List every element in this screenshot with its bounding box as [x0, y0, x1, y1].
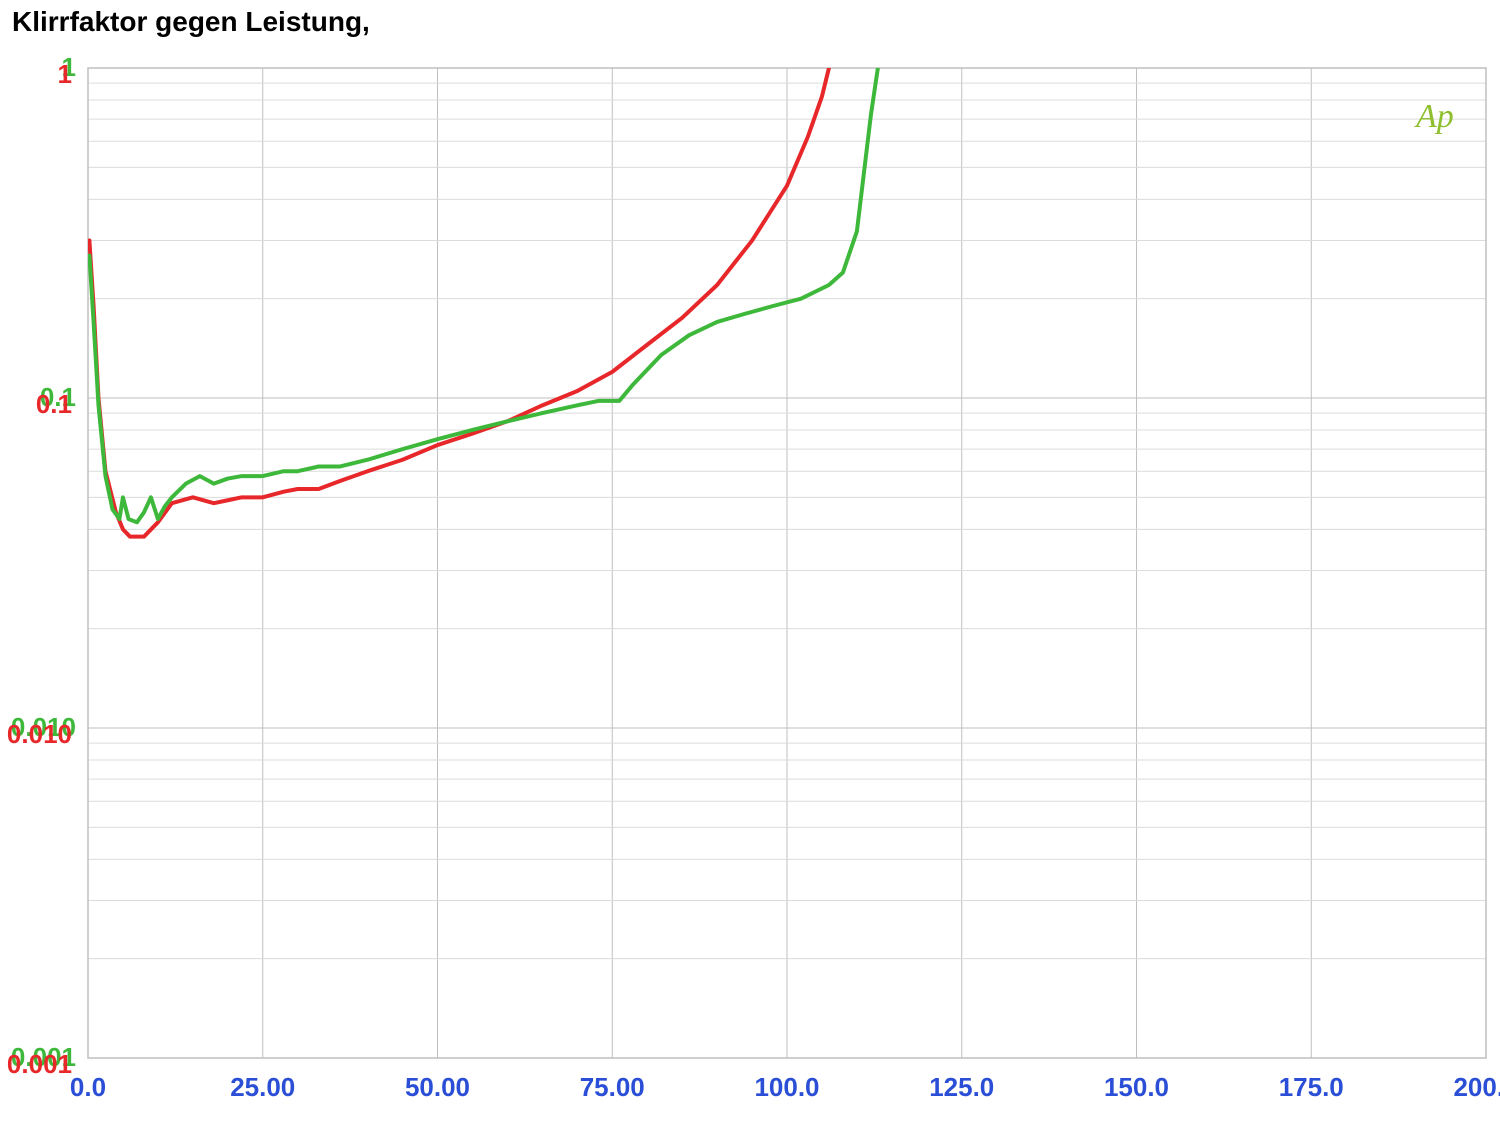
- chart-title: Klirrfaktor gegen Leistung,: [12, 6, 370, 38]
- watermark-label: Ap: [1416, 98, 1454, 136]
- svg-text:175.0: 175.0: [1279, 1072, 1344, 1102]
- svg-text:150.0: 150.0: [1104, 1072, 1169, 1102]
- svg-text:100.0: 100.0: [754, 1072, 819, 1102]
- svg-text:1: 1: [58, 59, 72, 89]
- chart-container: Klirrfaktor gegen Leistung, Ap 0.0 25.00 5…: [0, 0, 1500, 1125]
- svg-text:0.1: 0.1: [36, 389, 72, 419]
- svg-text:125.0: 125.0: [929, 1072, 994, 1102]
- svg-text:0.0: 0.0: [70, 1072, 106, 1102]
- svg-text:25.00: 25.00: [230, 1072, 295, 1102]
- svg-text:0.001: 0.001: [7, 1049, 72, 1079]
- svg-text:50.00: 50.00: [405, 1072, 470, 1102]
- svg-text:200.0: 200.0: [1453, 1072, 1500, 1102]
- chart-svg: 0.0 25.00 50.00 75.00 100.0 125.0 150.0 175.0 20…: [0, 0, 1500, 1125]
- svg-text:0.010: 0.010: [7, 719, 72, 749]
- svg-text:75.00: 75.00: [580, 1072, 645, 1102]
